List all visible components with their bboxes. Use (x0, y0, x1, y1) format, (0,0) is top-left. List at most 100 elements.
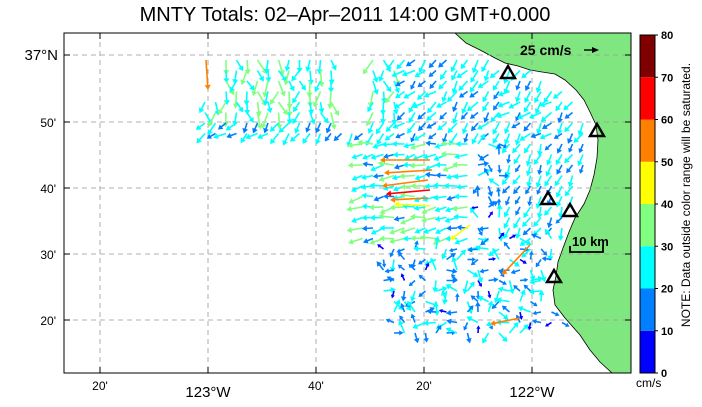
current-arrow (508, 280, 515, 295)
current-arrow (428, 69, 437, 78)
distance-scale-bar (569, 246, 604, 253)
distance-scale-label: 10 km (572, 234, 609, 249)
current-arrow (554, 175, 563, 187)
current-arrow (277, 70, 287, 82)
current-arrow (482, 91, 490, 103)
current-arrow (564, 122, 574, 133)
current-arrow (519, 289, 526, 302)
current-arrow (498, 332, 508, 342)
current-arrow (379, 224, 395, 231)
current-arrow (479, 268, 489, 274)
current-arrow (391, 112, 398, 125)
current-arrow (379, 235, 395, 242)
current-arrow (365, 112, 374, 127)
current-arrow (444, 216, 458, 223)
current-arrow (375, 122, 385, 135)
station-triangle (498, 63, 518, 80)
current-arrow (497, 164, 502, 174)
current-arrow (471, 59, 479, 74)
current-arrow (418, 290, 427, 298)
current-arrow (448, 247, 458, 253)
current-arrow (446, 225, 458, 232)
current-arrow (517, 306, 531, 313)
current-arrow (370, 164, 384, 172)
current-arrow (330, 101, 340, 116)
current-arrow (460, 59, 469, 70)
current-arrow (519, 132, 531, 141)
current-arrow (546, 217, 553, 229)
current-arrow (527, 196, 533, 207)
current-arrow (315, 122, 322, 134)
current-arrow (423, 227, 437, 234)
current-arrow (487, 211, 493, 218)
current-arrow (513, 284, 521, 292)
current-arrow (385, 122, 395, 133)
current-arrow (434, 161, 447, 168)
current-arrow (432, 280, 439, 293)
current-arrow (445, 309, 458, 316)
current-arrow (564, 153, 574, 164)
current-arrow (425, 140, 437, 147)
current-arrow (414, 69, 426, 78)
current-arrow (557, 227, 564, 241)
current-arrow (515, 206, 521, 216)
current-arrow (535, 175, 542, 188)
current-arrow (351, 216, 363, 223)
current-arrow (217, 122, 227, 130)
current-arrow (503, 241, 511, 250)
current-arrow (305, 122, 311, 133)
station-triangle (544, 267, 564, 284)
current-arrow (422, 153, 437, 160)
current-arrow (380, 157, 430, 163)
current-arrow (413, 245, 426, 252)
current-arrow (395, 132, 405, 139)
current-arrow (242, 122, 249, 134)
speed-scale-label: 25 cm/s (520, 42, 572, 58)
current-arrow (369, 182, 384, 189)
current-arrow (534, 91, 542, 104)
current-arrow (504, 133, 511, 145)
current-arrow (394, 101, 405, 109)
current-arrow (519, 258, 527, 264)
current-arrow (529, 278, 542, 285)
current-arrow (213, 132, 227, 140)
current-arrow (578, 164, 584, 174)
current-arrow (556, 164, 563, 175)
current-arrow (204, 59, 211, 90)
current-arrow (376, 261, 385, 271)
current-arrow (469, 207, 479, 219)
current-arrow (378, 174, 395, 182)
current-arrow (367, 101, 374, 113)
current-arrow (451, 80, 458, 94)
x-tick-label: 40' (308, 379, 324, 393)
current-arrow (471, 133, 479, 145)
current-arrow (488, 256, 497, 262)
current-arrow (395, 80, 405, 87)
current-arrow (405, 59, 416, 67)
current-arrow (436, 101, 447, 108)
y-tick-label: 30' (40, 248, 56, 262)
current-arrow (470, 295, 479, 303)
current-arrow (429, 80, 437, 89)
current-arrow (518, 311, 524, 320)
current-arrow (240, 70, 248, 86)
current-arrow (450, 59, 458, 73)
current-arrow (476, 325, 481, 334)
colorbar-tick-label: 0 (661, 368, 667, 380)
colorbar-segment (640, 35, 655, 78)
current-arrow (451, 70, 458, 81)
current-arrow (492, 247, 500, 260)
current-arrow (372, 173, 384, 180)
plot-frame (63, 32, 632, 374)
current-arrow (497, 286, 510, 293)
current-arrow (277, 80, 286, 97)
current-arrow (563, 101, 574, 111)
colorbar-tick-label: 70 (661, 72, 673, 84)
current-arrow (270, 133, 280, 145)
current-arrow (384, 91, 395, 104)
current-arrow (453, 193, 468, 200)
current-arrow (391, 69, 405, 78)
current-arrow (381, 141, 395, 148)
current-arrow (419, 234, 437, 241)
current-arrow (380, 112, 387, 125)
